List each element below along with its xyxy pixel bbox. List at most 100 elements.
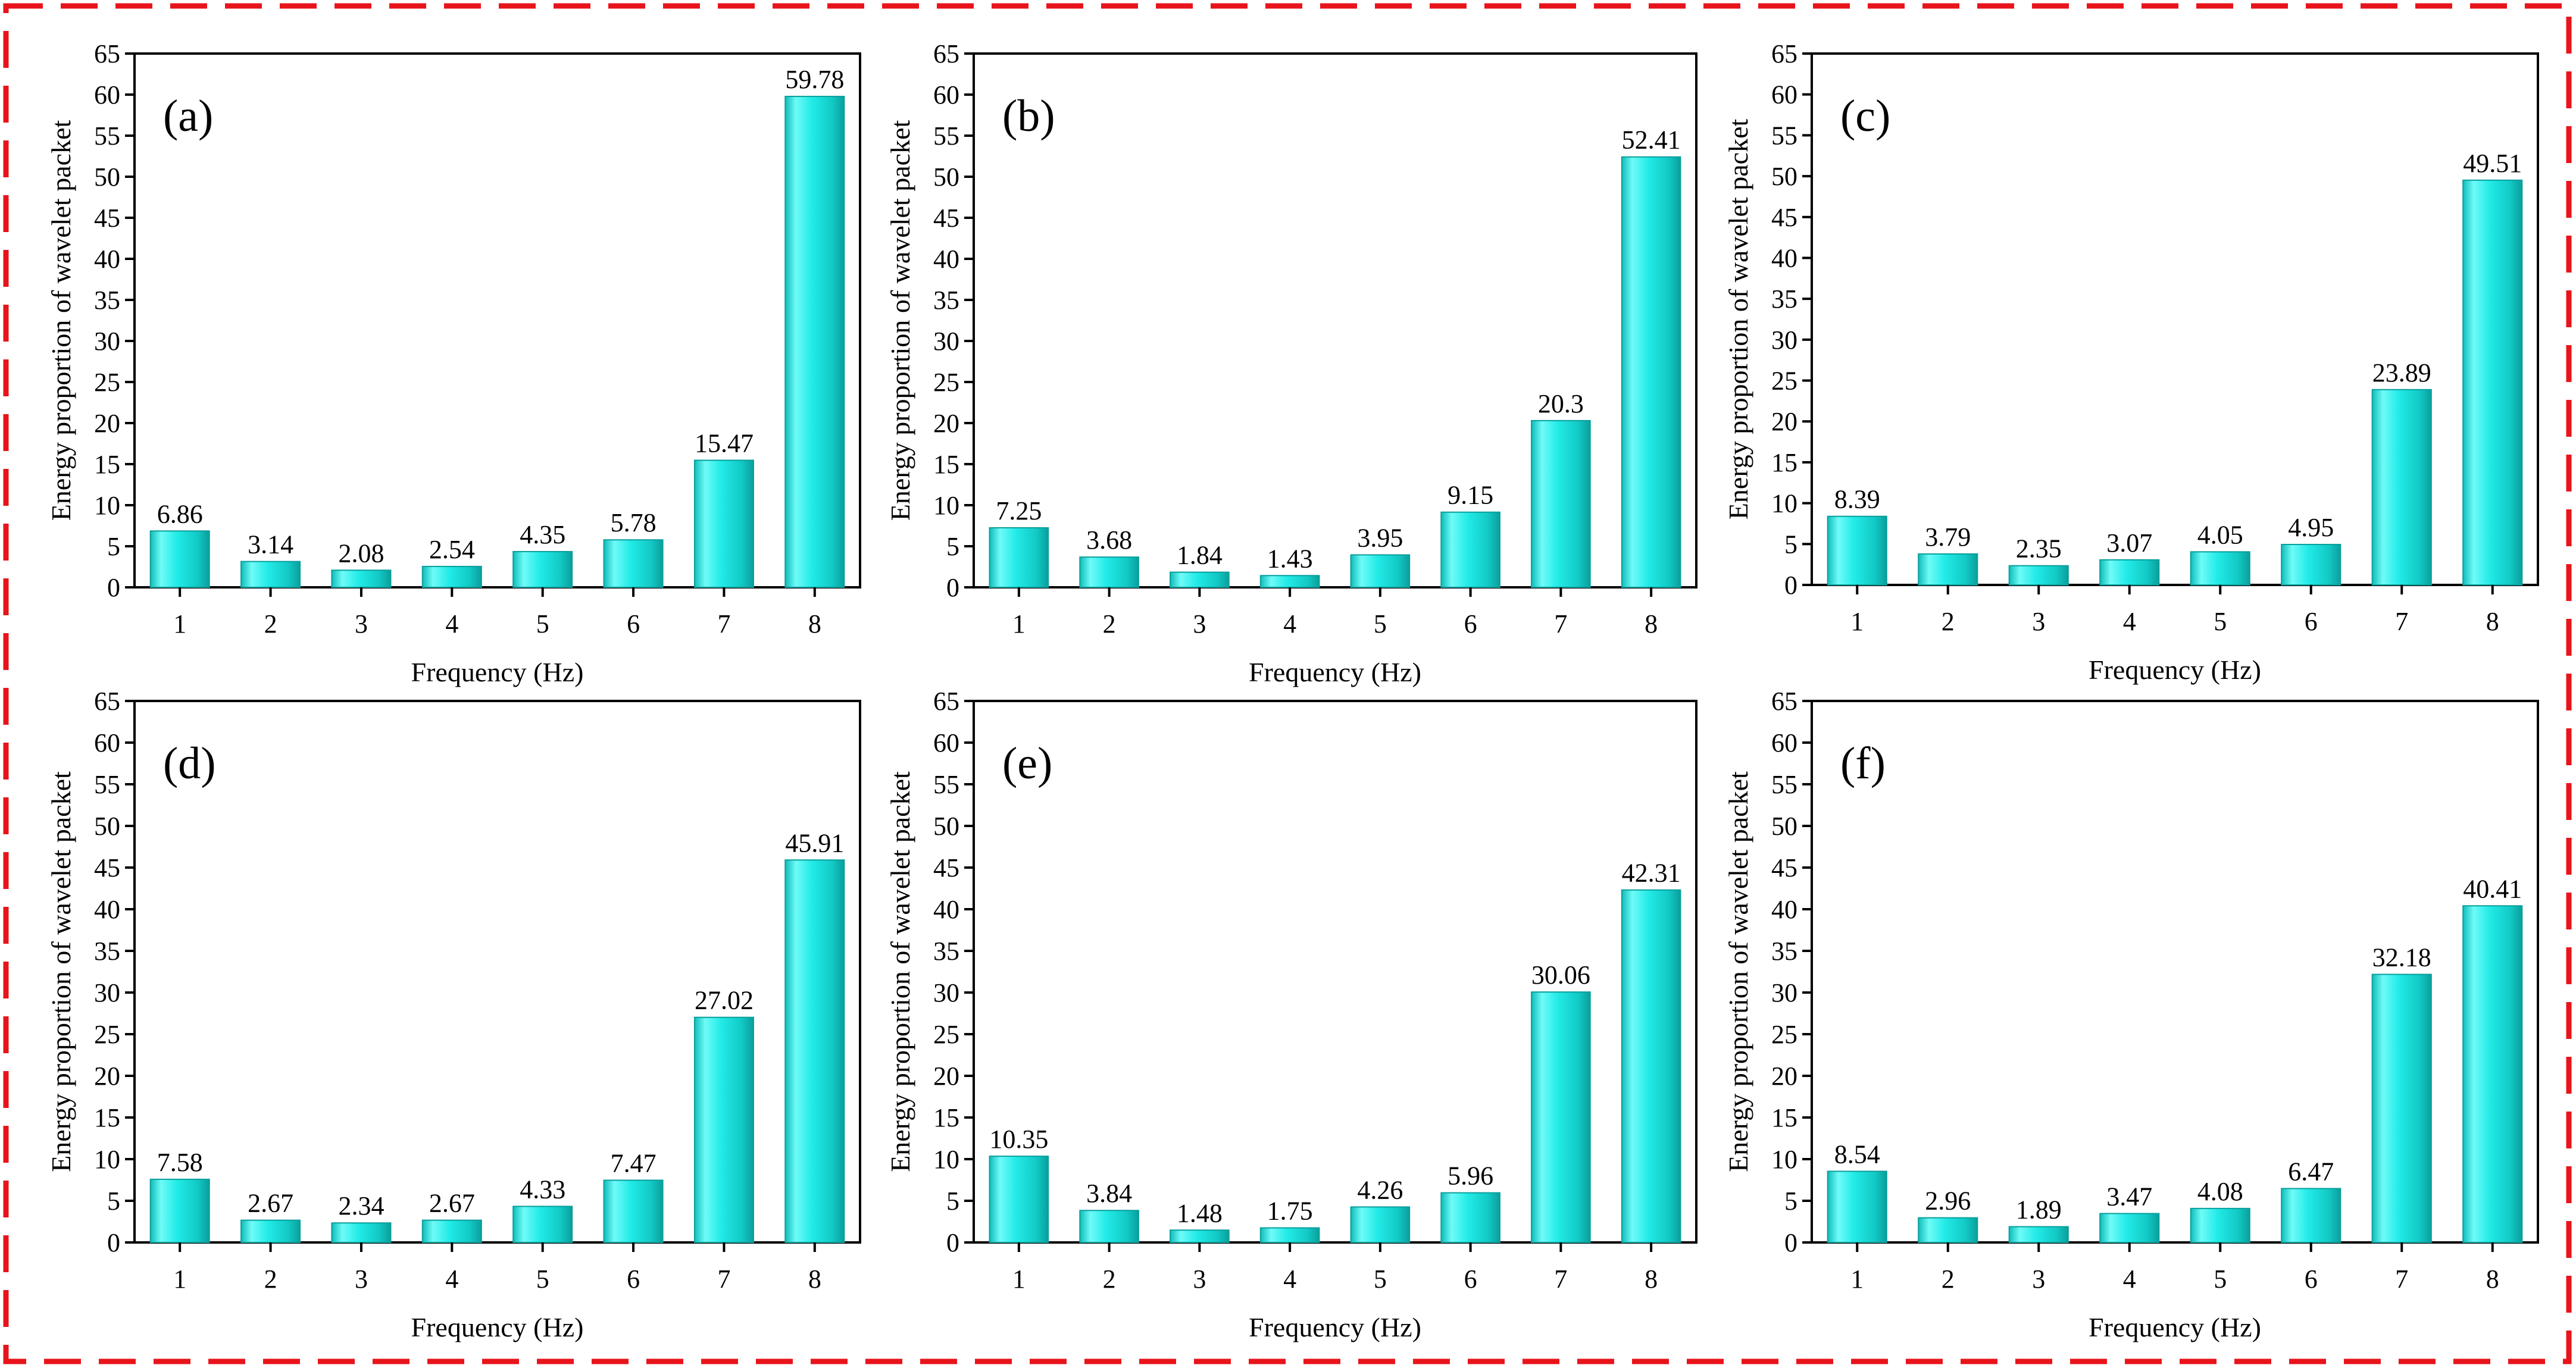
bar-value-label: 7.25 [996,496,1042,525]
y-tick-label: 50 [1771,162,1797,191]
bar [1079,1210,1139,1243]
y-tick-label: 15 [1771,1103,1797,1132]
y-tick-label: 20 [933,1062,959,1091]
bar-value-label: 2.35 [2016,534,2062,564]
y-tick-label: 60 [94,728,120,757]
x-tick-label: 5 [1374,1264,1387,1294]
plot-frame [973,700,1697,1244]
y-tick-label: 0 [1784,571,1797,600]
y-tick-label: 10 [1771,489,1797,518]
x-tick-label: 3 [1193,1264,1206,1294]
y-tick-label: 65 [1771,39,1797,68]
bar [1259,1227,1320,1243]
bar [1170,571,1230,588]
x-axis-title: Frequency (Hz) [1249,657,1421,687]
bar [512,550,573,588]
bar-value-label: 2.96 [1925,1187,1971,1216]
y-tick-label: 15 [94,450,120,479]
y-tick-label: 50 [933,812,959,841]
bar [989,527,1049,588]
y-tick-label: 35 [933,937,959,966]
y-tick-label: 45 [1771,203,1797,232]
bar-value-label: 2.54 [429,535,475,564]
bar-value-label: 2.67 [429,1189,475,1218]
y-tick-label: 25 [94,1020,120,1049]
panel-label: (a) [163,91,213,141]
y-tick-label: 45 [94,853,120,882]
y-tick-label: 10 [933,1145,959,1174]
y-tick-label: 60 [94,80,120,109]
chart-panel-d: 051015202530354045505560657.5812.6722.34… [46,687,861,1342]
bar-value-label: 27.02 [695,986,754,1015]
bar [1531,991,1591,1244]
y-tick-label: 15 [94,1103,120,1132]
y-axis-title: Energy proportion of wavelet packet [885,771,915,1172]
y-tick-label: 40 [933,245,959,274]
y-tick-label: 40 [1771,243,1797,273]
y-tick-label: 20 [1771,407,1797,436]
bar-value-label: 59.78 [785,65,844,94]
bar [1827,1170,1887,1243]
x-tick-label: 5 [1374,609,1387,638]
y-tick-label: 55 [933,121,959,151]
y-tick-label: 55 [933,770,959,799]
x-tick-label: 7 [1554,1264,1567,1294]
x-tick-label: 4 [1283,1264,1296,1294]
bar-value-label: 3.95 [1357,523,1403,552]
y-tick-label: 65 [933,39,959,68]
x-tick-label: 6 [1464,1264,1477,1294]
bar-value-label: 4.08 [2197,1177,2243,1206]
bar [784,96,845,588]
bar-value-label: 2.08 [338,539,384,568]
bar [1918,1217,1978,1244]
bar-value-label: 1.75 [1267,1197,1313,1226]
bar-value-label: 1.43 [1267,544,1313,573]
y-tick-label: 35 [933,286,959,315]
bar [1621,889,1681,1244]
bar [149,1178,210,1244]
x-tick-label: 8 [2486,1264,2499,1294]
x-axis-title: Frequency (Hz) [2089,655,2261,685]
y-tick-label: 65 [1771,687,1797,716]
bar [2099,1213,2160,1244]
bar-value-label: 4.35 [520,520,565,549]
bar-value-label: 10.35 [989,1125,1048,1154]
x-tick-label: 2 [1942,1264,1955,1294]
y-tick-label: 30 [94,978,120,1007]
y-tick-label: 5 [1784,530,1797,559]
x-axis-title: Frequency (Hz) [411,657,584,687]
x-tick-label: 6 [2305,1264,2318,1294]
bar [2190,1207,2250,1244]
y-tick-label: 20 [1771,1062,1797,1091]
y-tick-label: 35 [1771,937,1797,966]
y-tick-label: 10 [94,491,120,520]
panel-label: (b) [1002,91,1055,141]
plot-frame [133,52,861,588]
dashed-frame [3,3,2572,1364]
y-axis-title: Energy proportion of wavelet packet [1723,771,1753,1172]
y-tick-label: 10 [94,1145,120,1174]
bar [2371,389,2432,586]
bar-value-label: 3.14 [248,530,293,559]
y-axis-title: Energy proportion of wavelet packet [46,120,76,521]
bar [1350,554,1411,588]
y-tick-label: 0 [1784,1228,1797,1257]
y-tick-label: 45 [94,204,120,233]
bar [512,1206,573,1244]
y-tick-label: 35 [94,937,120,966]
x-tick-label: 4 [445,609,458,638]
bar-value-label: 40.41 [2463,874,2522,903]
y-tick-label: 40 [1771,895,1797,924]
bar [603,539,664,588]
y-tick-label: 25 [1771,1020,1797,1049]
bar [1440,511,1500,588]
x-tick-label: 8 [1645,609,1658,638]
x-tick-label: 3 [355,1264,368,1294]
bar [2281,1188,2341,1244]
x-tick-label: 1 [1850,607,1864,636]
bar [1827,515,1887,586]
chart-panel-f: 051015202530354045505560658.5412.9621.89… [1723,687,2539,1342]
bar [1079,556,1139,588]
y-tick-label: 35 [1771,284,1797,314]
bar [1259,575,1320,588]
